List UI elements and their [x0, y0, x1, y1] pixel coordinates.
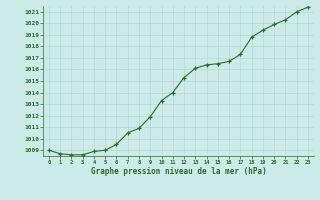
X-axis label: Graphe pression niveau de la mer (hPa): Graphe pression niveau de la mer (hPa): [91, 167, 266, 176]
